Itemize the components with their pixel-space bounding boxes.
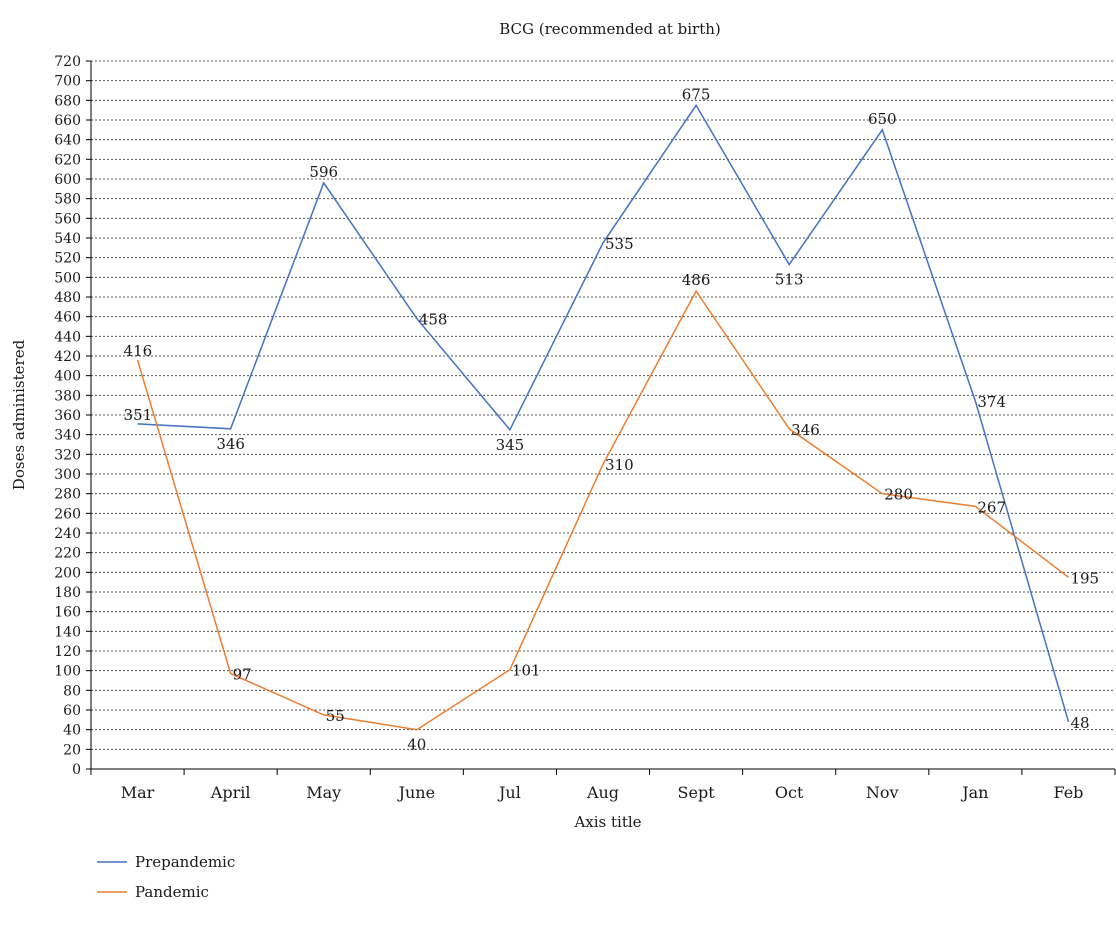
legend-label-prepandemic: Prepandemic [135,853,235,871]
x-tick-label: April [210,783,251,802]
y-tick-label: 60 [63,703,81,719]
y-tick-label: 480 [54,290,81,306]
y-tick-label: 40 [63,723,81,739]
legend: Prepandemic Pandemic [97,853,235,901]
data-label: 267 [977,498,1006,516]
y-tick-label: 300 [54,467,81,483]
x-tick-label: Feb [1053,783,1083,802]
data-label: 650 [868,110,897,128]
gridlines [91,60,1115,750]
x-tick-label: Jul [497,783,521,802]
y-tick-label: 280 [54,487,81,503]
legend-label-pandemic: Pandemic [135,883,209,901]
y-tick-label: 360 [54,408,81,424]
series-line-prepandemic [137,103,1070,723]
x-tick-label: Jan [960,783,988,802]
data-label: 346 [216,435,245,453]
y-tick-label: 240 [54,526,81,542]
y-tick-label: 460 [54,310,81,326]
x-tick-label: May [306,783,341,802]
data-label: 486 [682,271,711,289]
data-label: 513 [775,271,804,289]
data-label: 416 [124,342,153,360]
y-tick-label: 500 [54,270,81,286]
x-tick-label: Aug [586,783,619,802]
y-tick-label: 420 [54,349,81,365]
x-tick-label: Mar [121,783,155,802]
data-label: 40 [407,736,426,754]
y-tick-label: 720 [54,54,81,70]
data-label: 458 [419,311,448,329]
x-tick-label: Sept [678,783,716,802]
y-axis-title: Doses administered [10,339,28,490]
data-label: 675 [682,85,711,103]
y-tick-label: 0 [72,762,81,778]
data-label: 346 [791,421,820,439]
y-tick-label: 260 [54,506,81,522]
y-tick-label: 20 [63,742,81,758]
y-tick-label: 320 [54,447,81,463]
y-tick-label: 620 [54,152,81,168]
x-tick-label: Oct [775,783,804,802]
y-tick-label: 600 [54,172,81,188]
x-axis-title: Axis title [573,813,641,831]
data-label: 310 [605,456,634,474]
y-tick-label: 120 [54,644,81,660]
x-tick-label: Nov [866,783,899,802]
y-tick-label: 680 [54,93,81,109]
data-label: 345 [496,436,525,454]
data-label: 101 [512,662,541,680]
y-tick-label: 400 [54,369,81,385]
y-tick-label: 560 [54,211,81,227]
y-tick-label: 660 [54,113,81,129]
data-label: 374 [977,393,1006,411]
y-tick-label: 100 [54,664,81,680]
data-label: 48 [1070,714,1089,732]
y-tick-label: 180 [54,585,81,601]
data-label: 195 [1070,569,1099,587]
data-label: 280 [884,486,913,504]
y-tick-label: 640 [54,133,81,149]
y-tick-label: 340 [54,428,81,444]
y-tick-label: 700 [54,74,81,90]
y-tick-label: 380 [54,388,81,404]
x-axis-ticks: Mar April May June Jul Aug Sept Oct Nov Jan Feb [90,769,1116,802]
y-tick-label: 200 [54,565,81,581]
data-label: 535 [605,235,634,253]
y-tick-label: 580 [54,192,81,208]
data-label: 55 [326,707,345,725]
y-tick-label: 540 [54,231,81,247]
y-tick-label: 440 [54,329,81,345]
series-line-pandemic [136,289,1069,731]
y-tick-label: 160 [54,605,81,621]
y-axis-ticks: 0 20 40 60 80 100 120 140 160 180 200 220 240 260 280 3… [54,54,91,778]
series-lines [136,103,1070,731]
y-tick-label: 80 [63,683,81,699]
data-label: 596 [309,163,338,181]
data-labels: 351 346 596 458 345 535 675 513 650 374 48 416 97 55 4… [124,85,1100,753]
data-label: 351 [124,406,153,424]
chart-title: BCG (recommended at birth) [499,20,721,38]
y-tick-label: 520 [54,251,81,267]
data-label: 97 [233,666,252,684]
x-tick-label: June [397,783,436,802]
y-tick-label: 140 [54,624,81,640]
y-tick-label: 220 [54,546,81,562]
